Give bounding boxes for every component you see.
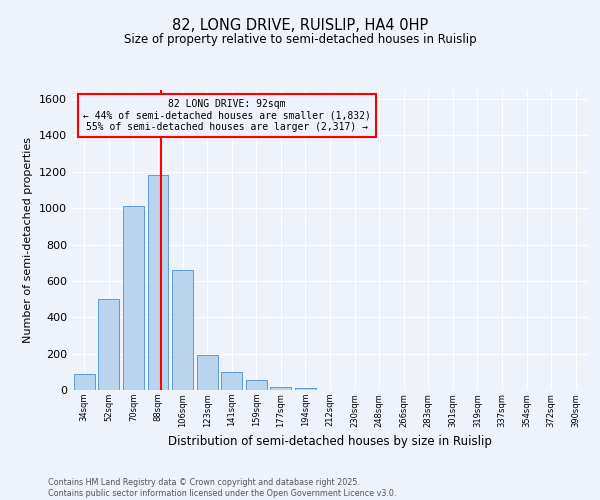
Text: 82 LONG DRIVE: 92sqm
← 44% of semi-detached houses are smaller (1,832)
55% of se: 82 LONG DRIVE: 92sqm ← 44% of semi-detac… — [83, 99, 371, 132]
Bar — [74, 374, 95, 390]
Text: 82, LONG DRIVE, RUISLIP, HA4 0HP: 82, LONG DRIVE, RUISLIP, HA4 0HP — [172, 18, 428, 32]
Bar — [123, 206, 144, 390]
Bar — [271, 388, 292, 390]
Text: Size of property relative to semi-detached houses in Ruislip: Size of property relative to semi-detach… — [124, 32, 476, 46]
X-axis label: Distribution of semi-detached houses by size in Ruislip: Distribution of semi-detached houses by … — [168, 435, 492, 448]
Bar — [148, 176, 169, 390]
Bar — [197, 356, 218, 390]
Bar — [221, 372, 242, 390]
Bar — [295, 388, 316, 390]
Y-axis label: Number of semi-detached properties: Number of semi-detached properties — [23, 137, 34, 343]
Bar — [98, 299, 119, 390]
Bar — [246, 380, 267, 390]
Bar — [172, 270, 193, 390]
Text: Contains HM Land Registry data © Crown copyright and database right 2025.
Contai: Contains HM Land Registry data © Crown c… — [48, 478, 397, 498]
